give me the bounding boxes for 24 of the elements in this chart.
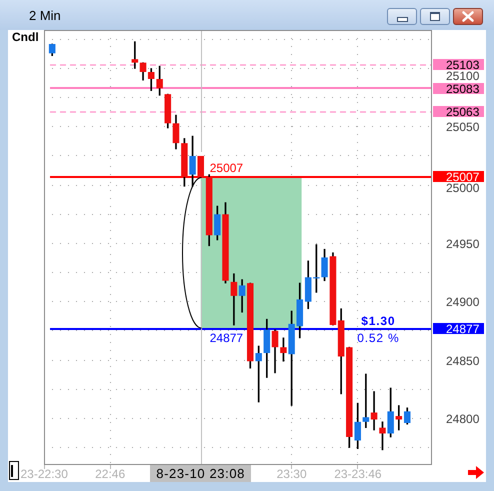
x-tick-label: 23-22:30 bbox=[20, 466, 68, 482]
y-tick-label: 24900 bbox=[446, 295, 480, 310]
text: Cndl bbox=[12, 30, 39, 44]
y-tick-label: 24800 bbox=[446, 412, 480, 426]
chart-title: 2 Min bbox=[29, 8, 61, 23]
x-tick-label: 23-23:46 bbox=[334, 466, 382, 482]
x-tick-label: 23:30 bbox=[276, 466, 307, 482]
ref-line-label: 25103 bbox=[433, 58, 484, 72]
candlestick bbox=[197, 156, 204, 177]
ref-line-label: 25007 bbox=[210, 160, 244, 175]
candlestick bbox=[370, 391, 378, 430]
y-tick-label: 24950 bbox=[446, 236, 480, 251]
y-tick-label: 25050 bbox=[446, 120, 480, 134]
x-tick-label: 22:46 bbox=[95, 466, 126, 482]
ref-line-label: 8-23-10 23:08 bbox=[150, 465, 251, 482]
candlestick bbox=[379, 422, 386, 450]
ref-line-label: 24877 bbox=[210, 330, 244, 345]
annotation: 0.52 % bbox=[357, 330, 400, 345]
ref-line-label: 25083 bbox=[433, 82, 484, 96]
candlestick bbox=[280, 338, 287, 362]
annotation: $1.30 bbox=[361, 314, 396, 328]
ref-line-label: 25063 bbox=[433, 105, 484, 120]
y-tick-label: 24850 bbox=[446, 354, 480, 368]
text: 24877 bbox=[446, 322, 480, 336]
